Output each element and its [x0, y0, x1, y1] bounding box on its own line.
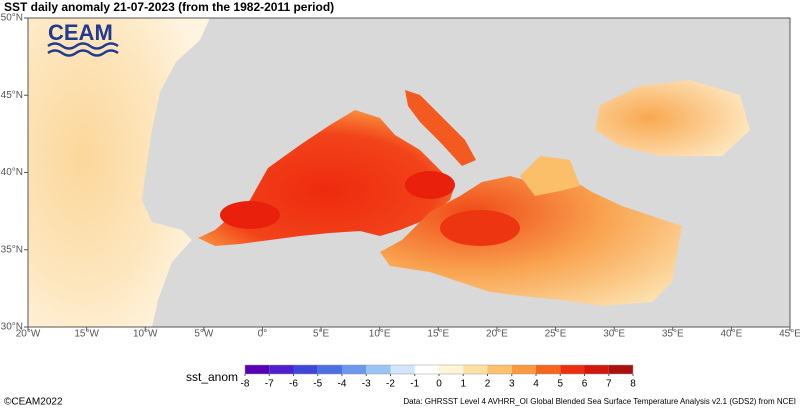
colorbar-segment	[439, 365, 464, 374]
map-title: SST daily anomaly 21-07-2023 (from the 1…	[4, 0, 334, 14]
lon-tick-label: 15°E	[427, 329, 449, 340]
lon-tick-label: 45°E	[779, 329, 800, 340]
logo: CEAM	[47, 20, 119, 57]
map-area	[27, 17, 791, 328]
eastern-med-sea	[380, 172, 682, 306]
lon-tick-label: 5°E	[313, 329, 330, 340]
colorbar-tick-label: 3	[509, 379, 515, 390]
hotspot	[440, 210, 520, 246]
lon-tick-label: 20°W	[16, 329, 41, 340]
colorbar-tick-label: -7	[265, 379, 274, 390]
credit: ©CEAM2022	[4, 397, 63, 408]
lon-tick-label: 35°E	[662, 329, 684, 340]
hotspot	[405, 171, 455, 199]
data-source: Data: GHRSST Level 4 AVHRR_OI Global Ble…	[403, 397, 796, 406]
colorbar-tick-label: 7	[606, 379, 612, 390]
lon-tick-label: 30°E	[603, 329, 625, 340]
aegean-sea	[520, 156, 580, 196]
colorbar-segment	[342, 365, 367, 374]
colorbar-tick-label: -1	[410, 379, 419, 390]
colorbar-tick-label: 5	[557, 379, 563, 390]
lon-tick-label: 15°W	[74, 329, 99, 340]
lon-tick-label: 0°	[258, 329, 268, 340]
colorbar-segment	[511, 365, 536, 374]
colorbar-tick-label: 0	[436, 379, 442, 390]
lon-tick-label: 40°E	[720, 329, 742, 340]
adriatic-sea	[405, 90, 476, 166]
colorbar-tick-label: 1	[460, 379, 466, 390]
colorbar-tick-label: -4	[338, 379, 347, 390]
logo-wave	[47, 42, 119, 50]
colorbar-segment	[269, 365, 294, 374]
black-sea	[595, 80, 750, 156]
lat-tick-label: 40°N	[1, 167, 23, 178]
colorbar-segment	[487, 365, 512, 374]
colorbar-segment	[366, 365, 391, 374]
colorbar-tick-label: 2	[485, 379, 491, 390]
colorbar-segment	[560, 365, 585, 374]
lat-tick-label: 50°N	[1, 13, 23, 24]
colorbar-segment	[317, 365, 342, 374]
colorbar-tick-label: 6	[582, 379, 588, 390]
colorbar-segment	[584, 365, 609, 374]
lat-tick-label: 35°N	[1, 244, 23, 255]
colorbar-segment	[463, 365, 488, 374]
colorbar-segment	[245, 365, 270, 374]
lon-tick-label: 5°W	[194, 329, 214, 340]
lon-tick-label: 25°E	[545, 329, 567, 340]
lat-tick-label: 30°N	[1, 322, 23, 333]
colorbar-segment	[390, 365, 415, 374]
colorbar-segment	[536, 365, 561, 374]
colorbar-segment	[608, 365, 633, 374]
colorbar-segment	[293, 365, 318, 374]
colorbar-tick-label: 4	[533, 379, 539, 390]
colorbar-tick-label: -5	[313, 379, 322, 390]
logo-text: CEAM	[48, 20, 113, 45]
colorbar-tick-label: -8	[241, 379, 250, 390]
colorbar-tick-label: -2	[386, 379, 395, 390]
lon-tick-label: 20°E	[486, 329, 508, 340]
lon-tick-label: 10°W	[133, 329, 158, 340]
lon-tick-label: 10°E	[369, 329, 391, 340]
hotspot	[220, 201, 280, 229]
colorbar-tick-label: -3	[362, 379, 371, 390]
logo-wave	[47, 49, 119, 57]
lat-tick-label: 45°N	[1, 90, 23, 101]
colorbar-segment	[414, 365, 439, 374]
colorbar-tick-label: -6	[289, 379, 298, 390]
colorbar-tick-label: 8	[630, 379, 636, 390]
atlantic-sea	[28, 18, 210, 327]
colorbar-label: sst_anom	[186, 370, 238, 384]
